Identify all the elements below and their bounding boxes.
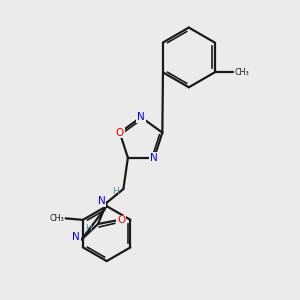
Text: H: H xyxy=(112,187,119,196)
Text: N: N xyxy=(72,232,80,242)
Text: N: N xyxy=(137,112,145,122)
Text: H: H xyxy=(85,224,92,232)
Text: N: N xyxy=(150,153,158,163)
Text: N: N xyxy=(98,196,106,206)
Text: O: O xyxy=(116,128,124,138)
Text: CH₃: CH₃ xyxy=(234,68,249,77)
Text: O: O xyxy=(117,215,125,225)
Text: CH₃: CH₃ xyxy=(49,214,64,223)
